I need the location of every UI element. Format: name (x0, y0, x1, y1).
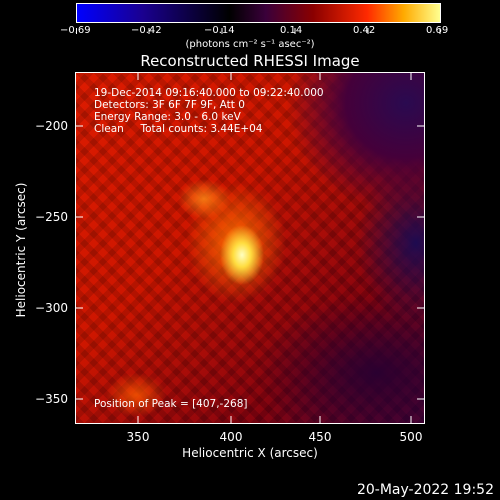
image-title: Reconstructed RHESSI Image (140, 52, 360, 70)
colorbar-tick: −0.42 (131, 25, 162, 36)
y-tick-label: −200 (35, 119, 68, 133)
info-clean: Clean Total counts: 3.44E+04 (94, 123, 263, 135)
colorbar-units: (photons cm⁻² s⁻¹ asec⁻²) (185, 39, 315, 50)
info-peak: Position of Peak = [407,-268] (94, 398, 248, 410)
x-tick-label: 400 (219, 430, 243, 444)
colorbar-tick: −0.14 (204, 25, 235, 36)
colorbar (76, 3, 441, 23)
plot-tickmarks (75, 72, 425, 424)
colorbar-tick: 0.69 (426, 25, 449, 36)
colorbar-tick: 0.14 (280, 25, 303, 36)
info-time: 19-Dec-2014 09:16:40.000 to 09:22:40.000 (94, 87, 324, 99)
x-tick-label: 450 (308, 430, 332, 444)
footer-timestamp: 20-May-2022 19:52 (356, 482, 494, 498)
info-energy: Energy Range: 3.0 - 6.0 keV (94, 111, 241, 123)
x-tick-label: 350 (126, 430, 150, 444)
x-axis-label: Heliocentric X (arcsec) (182, 446, 318, 460)
y-axis-label: Heliocentric Y (arcsec) (14, 182, 28, 318)
x-tick-label: 500 (399, 430, 423, 444)
info-detectors: Detectors: 3F 6F 7F 9F, Att 0 (94, 99, 245, 111)
y-tick-label: −350 (35, 392, 68, 406)
y-tick-label: −250 (35, 210, 68, 224)
y-tick-label: −300 (35, 301, 68, 315)
colorbar-tickmarks (76, 19, 441, 34)
colorbar-tick: 0.42 (353, 25, 376, 36)
colorbar-tick: −0.69 (60, 25, 91, 36)
rhessi-image (75, 72, 425, 424)
